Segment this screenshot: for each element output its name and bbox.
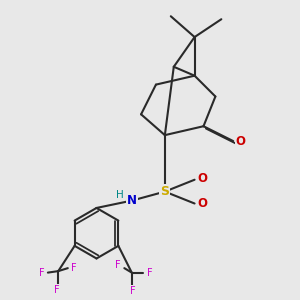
Text: F: F	[71, 263, 76, 273]
Text: O: O	[236, 135, 246, 148]
Text: F: F	[147, 268, 152, 278]
Text: O: O	[197, 197, 207, 210]
Text: N: N	[127, 194, 137, 207]
Text: H: H	[116, 190, 124, 200]
Text: F: F	[38, 268, 44, 278]
Text: F: F	[54, 284, 60, 295]
Text: F: F	[115, 260, 121, 270]
Text: F: F	[130, 286, 136, 296]
Text: O: O	[197, 172, 207, 185]
Text: S: S	[160, 185, 169, 198]
